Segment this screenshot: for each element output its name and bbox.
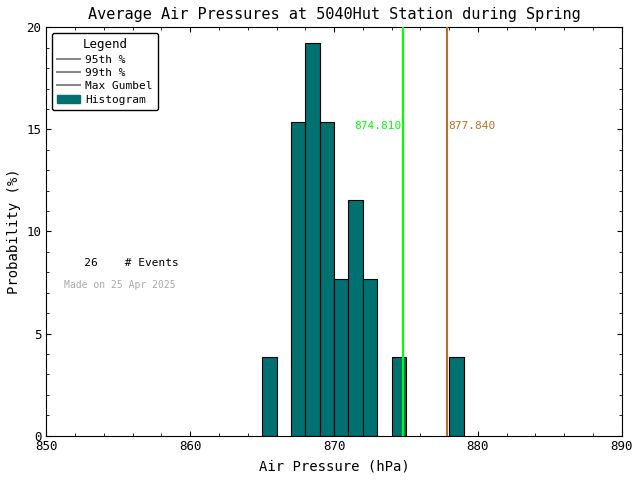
Bar	[262, 357, 276, 436]
Bar	[320, 121, 334, 436]
Text: 26    # Events: 26 # Events	[63, 258, 179, 268]
Text: 877.840: 877.840	[448, 121, 495, 132]
Bar	[363, 278, 377, 436]
Y-axis label: Probability (%): Probability (%)	[7, 168, 21, 294]
Text: Made on 25 Apr 2025: Made on 25 Apr 2025	[63, 280, 175, 290]
Title: Average Air Pressures at 5040Hut Station during Spring: Average Air Pressures at 5040Hut Station…	[88, 7, 580, 22]
X-axis label: Air Pressure (hPa): Air Pressure (hPa)	[259, 459, 410, 473]
Bar	[305, 43, 320, 436]
Bar	[449, 357, 463, 436]
Bar	[291, 121, 305, 436]
Text: 874.810: 874.810	[355, 121, 402, 132]
Bar	[348, 200, 363, 436]
Bar	[392, 357, 406, 436]
Bar	[334, 278, 348, 436]
Legend: 95th %, 99th %, Max Gumbel, Histogram: 95th %, 99th %, Max Gumbel, Histogram	[52, 33, 158, 110]
